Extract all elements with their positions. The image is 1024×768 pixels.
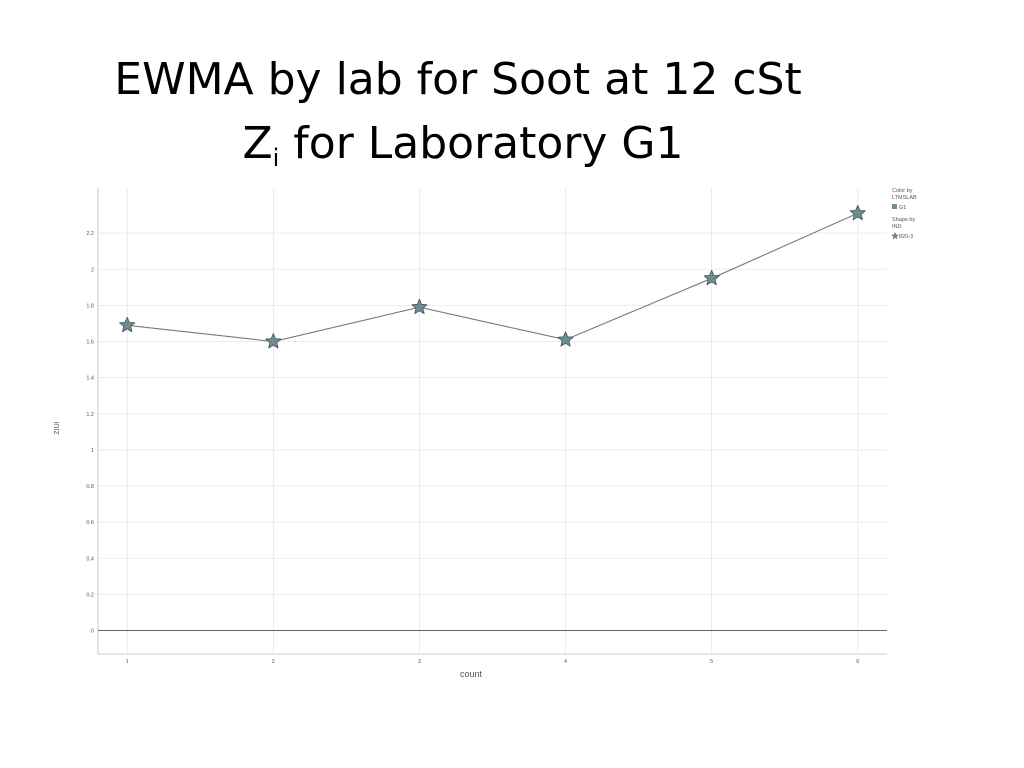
y-axis-label: ZIUI xyxy=(54,421,61,434)
title-line-2-text: for Laboratory G1 xyxy=(279,118,684,169)
x-tick-label: 1 xyxy=(126,659,129,665)
legend: Color by LTMSLAB G1 Shape by IND 820-3 xyxy=(891,188,917,240)
data-point-star xyxy=(557,331,574,347)
y-tick-label: 1.6 xyxy=(86,340,94,346)
legend-shape-title-line2: IND xyxy=(892,224,902,230)
data-point-star xyxy=(703,269,720,286)
grid-lines xyxy=(98,188,887,654)
x-axis-label: count xyxy=(460,669,483,679)
data-point-star xyxy=(849,204,866,221)
series-markers xyxy=(119,204,866,349)
y-tick-label: 1.4 xyxy=(86,376,94,382)
x-tick-label: 4 xyxy=(564,659,567,665)
y-tick-label: 0.8 xyxy=(86,484,94,490)
legend-shape-item: 820-3 xyxy=(899,234,913,240)
data-point-star xyxy=(265,333,282,349)
y-tick-label: 1.8 xyxy=(86,303,94,309)
title-z-symbol: Z xyxy=(242,118,273,169)
title-subscript-i: i xyxy=(272,144,280,172)
y-tick-label: 2.2 xyxy=(86,231,94,237)
x-tick-label: 2 xyxy=(272,659,275,665)
data-point-star xyxy=(411,298,428,315)
data-point-star xyxy=(119,316,136,333)
legend-color-title-line2: LTMSLAB xyxy=(892,195,917,201)
y-tick-label: 1.2 xyxy=(86,412,94,418)
x-tick-label: 3 xyxy=(418,659,421,665)
legend-color-item: G1 xyxy=(899,205,906,211)
legend-color-swatch xyxy=(892,204,897,209)
y-tick-label: 0.2 xyxy=(86,592,94,598)
legend-color-title-line1: Color by xyxy=(892,188,913,194)
series-line-g1 xyxy=(127,212,859,343)
slide-title: EWMA by lab for Soot at 12 cSt Zi for La… xyxy=(0,48,916,176)
y-tick-labels: 0 0.2 0.4 0.6 0.8 1 1.2 1.4 1.6 1.8 2 2.2 xyxy=(86,231,94,634)
x-tick-labels: 1 2 3 4 5 6 xyxy=(126,659,860,665)
legend-shape-title-line1: Shape by xyxy=(892,217,915,223)
y-tick-label: 0.4 xyxy=(86,556,94,562)
x-tick-label: 5 xyxy=(710,659,713,665)
title-line-1: EWMA by lab for Soot at 12 cSt xyxy=(114,54,802,105)
title-line-2: Zi for Laboratory G1 xyxy=(0,112,916,176)
star-icon xyxy=(891,232,899,240)
y-tick-label: 2 xyxy=(91,267,94,273)
x-tick-label: 6 xyxy=(856,659,859,665)
y-tick-label: 0 xyxy=(91,629,94,635)
y-tick-label: 0.6 xyxy=(86,520,94,526)
y-tick-label: 1 xyxy=(91,448,94,454)
